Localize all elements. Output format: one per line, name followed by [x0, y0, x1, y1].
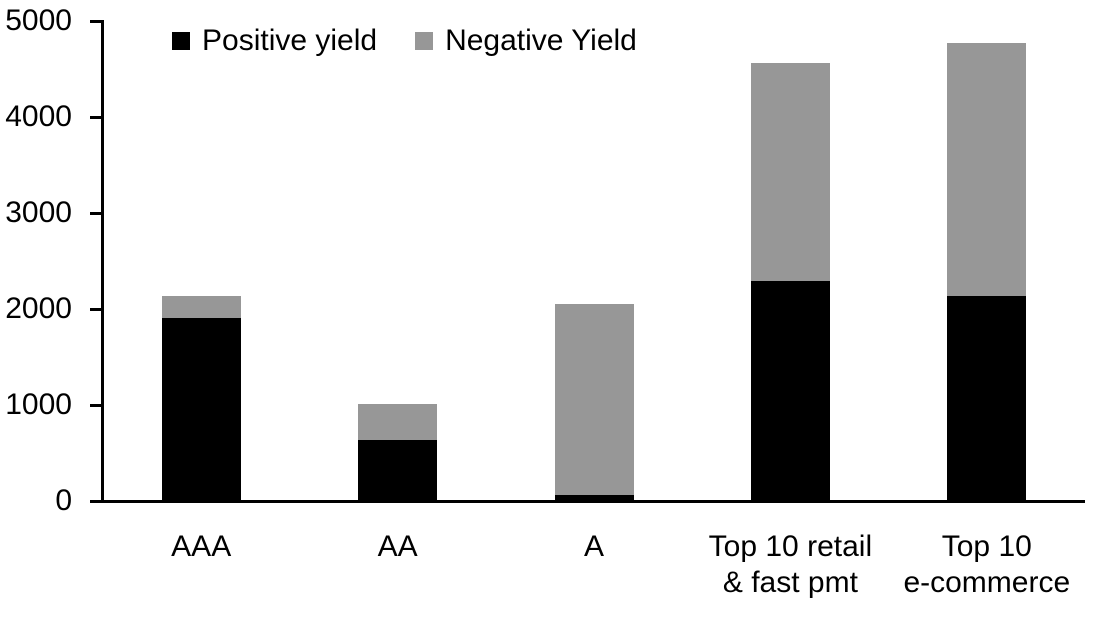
bar-segment-aa-negative-yield — [358, 404, 438, 441]
legend: Positive yield Negative Yield — [172, 23, 637, 59]
bar-segment-top-10-e-commerce-positive-yield — [947, 295, 1027, 500]
x-tick-label-a: A — [583, 530, 604, 563]
y-axis-tick-4000 — [90, 115, 104, 119]
y-tick-label-5000: 5000 — [5, 4, 72, 37]
bar-segment-aaa-positive-yield — [161, 317, 241, 500]
legend-label-negative-yield: Negative Yield — [445, 24, 637, 57]
legend-item-positive-yield: Positive yield — [172, 23, 377, 59]
legend-swatch-positive-yield — [172, 32, 190, 50]
y-axis-tick-2000 — [90, 307, 104, 311]
legend-swatch-negative-yield — [415, 32, 434, 50]
bar-segment-a-positive-yield — [554, 495, 634, 500]
y-axis-tick-5000 — [90, 19, 104, 23]
y-tick-label-4000: 4000 — [5, 100, 72, 133]
legend-label-positive-yield: Positive yield — [202, 24, 378, 57]
bar-segment-a-negative-yield — [554, 304, 634, 496]
bar-segment-top-10-e-commerce-negative-yield — [947, 43, 1027, 296]
bar-segment-aaa-negative-yield — [161, 296, 241, 318]
y-tick-label-3000: 3000 — [5, 196, 72, 229]
x-tick-label-top-10-retail-fast-pmt: Top 10 retail & fast pmt — [708, 530, 873, 599]
x-axis-line — [101, 500, 1085, 503]
y-tick-label-0: 0 — [55, 484, 72, 517]
bar-segment-aa-positive-yield — [358, 440, 438, 500]
y-axis-tick-1000 — [90, 403, 104, 407]
x-tick-label-aa: AA — [377, 530, 418, 563]
bar-segment-top-10-retail-fast-pmt-positive-yield — [750, 281, 830, 500]
x-tick-label-aaa: AAA — [171, 530, 232, 563]
y-tick-label-2000: 2000 — [5, 292, 72, 325]
y-axis-tick-3000 — [90, 211, 104, 215]
y-axis-line — [101, 20, 104, 503]
bar-segment-top-10-retail-fast-pmt-negative-yield — [750, 63, 830, 282]
x-tick-label-top-10-e-commerce: Top 10 e-commerce — [903, 530, 1071, 599]
y-axis-tick-0 — [90, 499, 104, 503]
legend-item-negative-yield: Negative Yield — [415, 23, 637, 59]
y-tick-label-1000: 1000 — [5, 388, 72, 421]
